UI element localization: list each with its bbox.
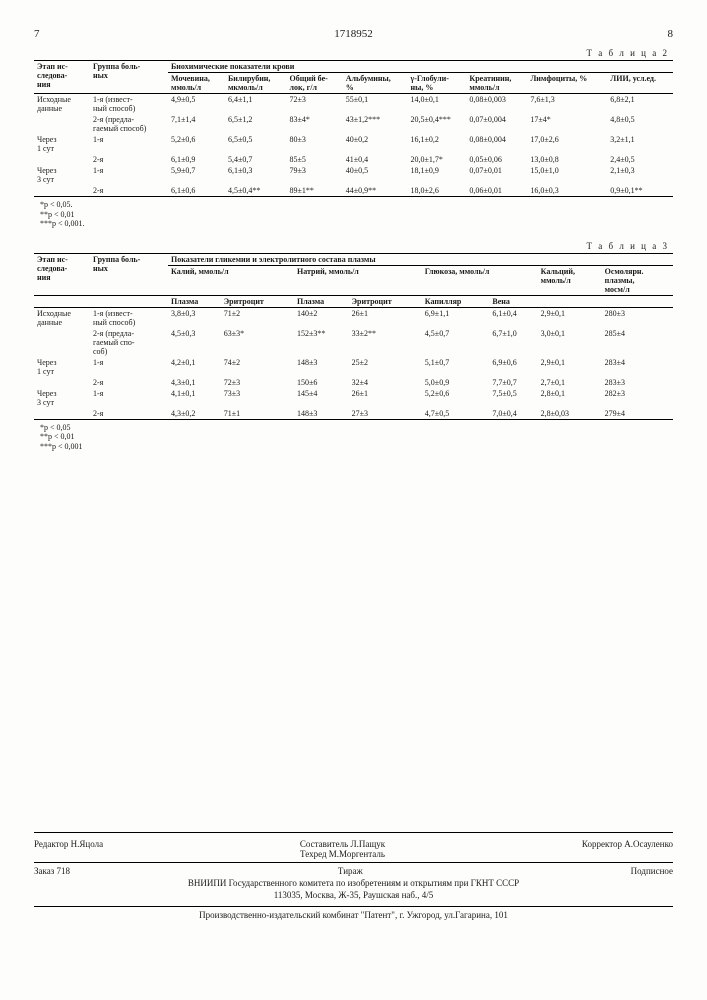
table3: Этап ис-следова-нияГруппа боль-ныхПоказа… <box>34 253 673 420</box>
table3-notes: *р < 0,05**р < 0,01***р < 0,001 <box>40 423 673 452</box>
podpis: Подписное <box>631 866 673 876</box>
order: Заказ 718 <box>34 866 70 876</box>
table3-caption: Т а б л и ц а 3 <box>34 241 669 251</box>
tirazh: Тираж <box>70 866 631 876</box>
addr: 113035, Москва, Ж-35, Раушская наб., 4/5 <box>34 890 673 900</box>
compiler-tech: Составитель Л.Пащук Техред М.Моргенталь <box>103 839 582 859</box>
editor: Редактор Н.Яцола <box>34 839 103 859</box>
table2: Этап ис-следова-нияГруппа боль-ныхБиохим… <box>34 60 673 197</box>
org: ВНИИПИ Государственного комитета по изоб… <box>34 878 673 888</box>
footer: Редактор Н.Яцола Составитель Л.Пащук Тех… <box>34 832 673 920</box>
document-number: 1718952 <box>40 28 668 40</box>
page-header: 7 1718952 8 <box>34 28 673 40</box>
print: Производственно-издательский комбинат "П… <box>34 906 673 920</box>
table2-caption: Т а б л и ц а 2 <box>34 48 669 58</box>
table2-notes: *р < 0,05.**р < 0,01***р < 0,001. <box>40 200 673 229</box>
page-right: 8 <box>668 28 674 40</box>
corrector: Корректор А.Осауленко <box>582 839 673 859</box>
